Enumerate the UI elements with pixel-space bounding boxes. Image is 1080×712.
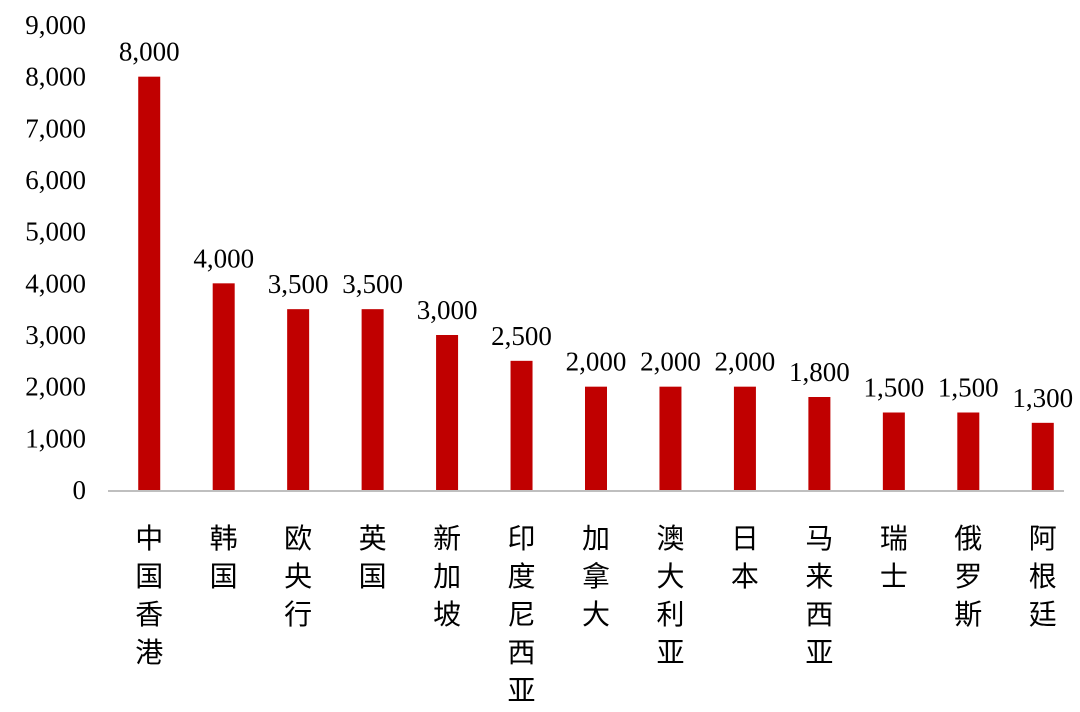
y-tick-label: 8,000	[25, 62, 86, 92]
x-tick-label: 日本	[731, 522, 759, 593]
bar	[659, 386, 682, 490]
data-label: 2,500	[491, 321, 552, 351]
data-label: 3,000	[417, 295, 478, 325]
data-label: 4,000	[193, 243, 254, 273]
data-label: 1,800	[789, 357, 850, 387]
x-tick-label: 马来西亚	[805, 522, 833, 669]
y-tick-label: 6,000	[25, 165, 86, 195]
x-tick-label: 英国	[359, 522, 387, 593]
x-tick-label: 印度尼西亚	[508, 522, 536, 707]
y-tick-label: 2,000	[25, 372, 86, 402]
bar	[510, 360, 533, 490]
y-tick-label: 0	[73, 475, 87, 505]
data-label: 8,000	[119, 37, 180, 67]
bar	[957, 412, 980, 490]
y-tick-label: 4,000	[25, 268, 86, 298]
y-tick-label: 1,000	[25, 423, 86, 453]
bar	[287, 309, 310, 490]
y-axis-ticks: 0 1,000 2,000 3,000 4,000 5,000 6,000 7,000 8,00…	[25, 10, 86, 505]
value-labels: 8,000 4,000 3,500 3,500 3,000 2,500 2,000 2,000…	[119, 37, 1073, 413]
y-tick-label: 3,000	[25, 320, 86, 350]
data-label: 3,500	[268, 269, 329, 299]
x-tick-label: 澳大利亚	[656, 522, 684, 669]
y-tick-label: 7,000	[25, 113, 86, 143]
category-labels: 中国香港 韩国 欧央行 英国 新加坡 印度尼西亚 加拿大 澳大利亚 日本 马来西亚 瑞士 俄罗斯 阿根廷	[135, 522, 1057, 707]
bar	[212, 283, 235, 490]
y-tick-label: 9,000	[25, 10, 86, 40]
data-label: 2,000	[566, 347, 627, 377]
x-tick-label: 瑞士	[880, 522, 908, 593]
bar	[882, 412, 905, 490]
bar	[585, 386, 607, 490]
data-label: 2,000	[640, 347, 701, 377]
y-tick-label: 5,000	[25, 217, 86, 247]
data-label: 2,000	[715, 347, 776, 377]
data-label: 1,300	[1012, 383, 1073, 413]
x-tick-label: 欧央行	[284, 522, 312, 631]
bar	[436, 335, 459, 490]
x-tick-label: 阿根廷	[1029, 522, 1057, 631]
bars	[138, 76, 1054, 491]
x-tick-label: 新加坡	[433, 522, 461, 631]
bar	[808, 397, 831, 490]
x-tick-label: 中国香港	[135, 522, 163, 669]
data-label: 1,500	[863, 373, 924, 403]
bar	[361, 309, 384, 490]
data-label: 1,500	[938, 373, 999, 403]
x-tick-label: 俄罗斯	[954, 522, 982, 631]
data-label: 3,500	[342, 269, 403, 299]
x-tick-label: 加拿大	[582, 522, 610, 631]
bar	[1031, 422, 1054, 490]
x-tick-label: 韩国	[210, 522, 238, 593]
bar	[733, 386, 756, 490]
bar	[138, 76, 161, 491]
